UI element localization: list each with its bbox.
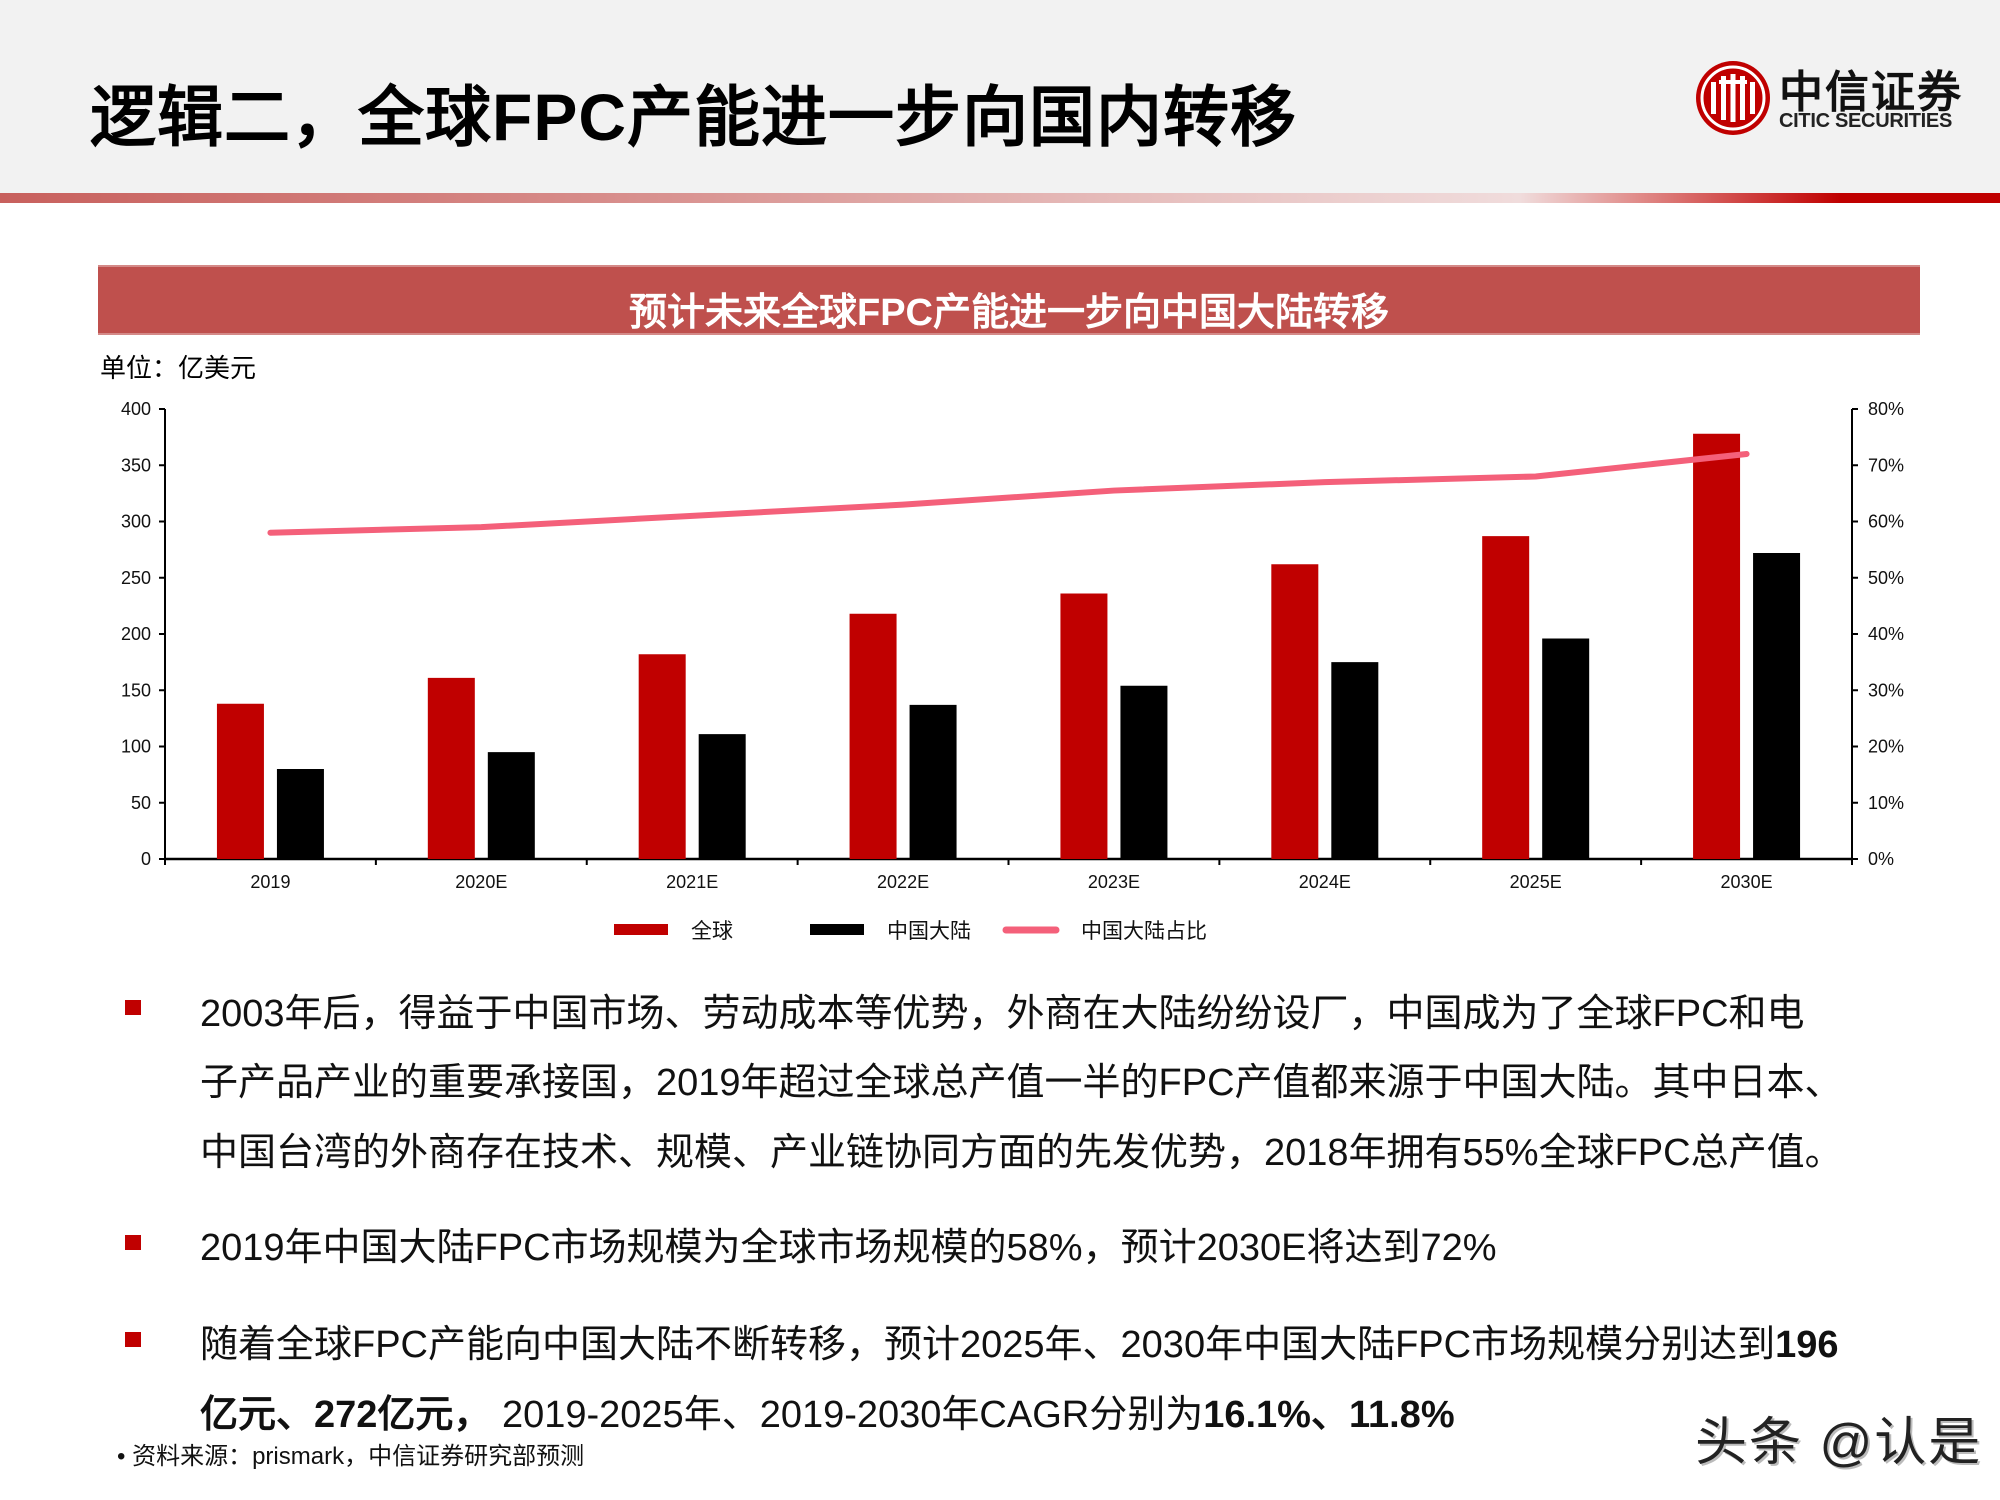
legend-label: 中国大陆占比: [1081, 920, 1207, 943]
logo-chinese-name: 中信证券: [1779, 67, 1963, 118]
y-tick-label: 200: [121, 624, 151, 644]
y2-tick-label: 70%: [1868, 455, 1904, 475]
bar-global: [1482, 536, 1530, 859]
header-divider-stripe: [0, 193, 2000, 203]
bullet-marker: [125, 1332, 141, 1347]
bar-china: [276, 769, 324, 859]
citic-emblem-icon: [1696, 61, 1770, 135]
y-tick-label: 350: [121, 455, 151, 475]
source-note: • 资料来源：prismark，中信证券研究部预测: [117, 1443, 585, 1470]
y-tick-label: 300: [121, 512, 151, 532]
bar-china: [1542, 638, 1590, 859]
share-line: [267, 451, 1750, 536]
chart-title: 预计未来全球FPC产能进一步向中国大陆转移: [628, 292, 1389, 334]
bullet-3-bold-value: 196: [1775, 1324, 1839, 1366]
y-tick-label: 250: [121, 568, 151, 588]
x-tick-label: 2020E: [455, 872, 507, 892]
bar-global: [1271, 564, 1319, 859]
y-tick-label: 400: [121, 399, 151, 419]
bar-global: [1693, 433, 1741, 859]
legend-swatch: [810, 924, 864, 935]
bar-china: [1120, 685, 1168, 859]
legend-label: 中国大陆: [887, 920, 971, 943]
bullet-3-text: 随着全球FPC产能向中国大陆不断转移，预计2025年、2030年中国大陆FPC市…: [200, 1324, 1776, 1366]
bar-global: [216, 703, 264, 859]
bullet-3-bold-value: 亿元、272亿元，: [200, 1394, 492, 1436]
x-tick-label: 2030E: [1721, 872, 1773, 892]
x-tick-label: 2019: [250, 872, 290, 892]
bar-china: [1331, 662, 1379, 859]
y2-tick-label: 0%: [1868, 849, 1894, 869]
y-tick-label: 50: [131, 793, 151, 813]
bar-global: [1060, 593, 1108, 859]
bullet-marker: [125, 1000, 141, 1015]
bullet-2-line-1: 2019年中国大陆FPC市场规模为全球市场规模的58%，预计2030E将达到72…: [200, 1227, 1497, 1269]
x-tick-label: 2021E: [666, 872, 718, 892]
bullet-3-line-1: 随着全球FPC产能向中国大陆不断转移，预计2025年、2030年中国大陆FPC市…: [200, 1313, 1838, 1368]
y2-tick-label: 40%: [1868, 624, 1904, 644]
bar-global: [638, 654, 686, 859]
y2-tick-label: 10%: [1868, 793, 1904, 813]
bar-china: [1753, 553, 1801, 859]
watermark: 头条 @认是: [1695, 1414, 1983, 1472]
bullet-3-line-2: 亿元、272亿元， 2019-2025年、2019-2030年CAGR分别为16…: [200, 1383, 1455, 1438]
y2-tick-label: 60%: [1868, 512, 1904, 532]
x-tick-label: 2025E: [1510, 872, 1562, 892]
bar-global: [849, 613, 897, 859]
bar-china: [909, 704, 957, 859]
bar-global: [427, 677, 475, 859]
bar-china: [487, 752, 535, 859]
bar-china: [698, 734, 746, 859]
citic-logo: 中信证券 CITIC SECURITIES: [1695, 60, 1961, 140]
bullet-3-bold-cagr: 16.1%、11.8%: [1203, 1394, 1455, 1436]
y-tick-label: 100: [121, 737, 151, 757]
header-bar: [0, 0, 2000, 193]
x-tick-label: 2024E: [1299, 872, 1351, 892]
y2-tick-label: 50%: [1868, 568, 1904, 588]
y2-tick-label: 80%: [1868, 399, 1904, 419]
bullet-1-line-1: 2003年后，得益于中国市场、劳动成本等优势，外商在大陆纷纷设厂，中国成为了全球…: [200, 993, 1805, 1035]
logo-english-name: CITIC SECURITIES: [1779, 110, 1952, 132]
legend-label: 全球: [691, 920, 733, 943]
chart-title-band: 预计未来全球FPC产能进一步向中国大陆转移: [98, 265, 1920, 335]
y-tick-label: 0: [141, 849, 151, 869]
bullet-3-text: 2019-2025年、2019-2030年CAGR分别为: [491, 1394, 1204, 1436]
x-tick-label: 2022E: [877, 872, 929, 892]
y2-tick-label: 30%: [1868, 680, 1904, 700]
y-tick-label: 150: [121, 680, 151, 700]
legend-swatch: [614, 924, 668, 935]
combo-bar-line-chart: 0 50 100 150 200 250 300 350 400 0% 10% 20% 30% 40% 50…: [121, 399, 1904, 943]
page-title: 逻辑二，全球FPC产能进一步向国内转移: [90, 80, 1297, 154]
unit-label: 单位：亿美元: [100, 353, 257, 383]
bullet-marker: [125, 1235, 141, 1250]
x-tick-label: 2023E: [1088, 872, 1140, 892]
y2-tick-label: 20%: [1868, 737, 1904, 757]
bullet-1-line-3: 中国台湾的外商存在技术、规模、产业链协同方面的先发优势，2018年拥有55%全球…: [200, 1132, 1843, 1174]
bullet-1-line-2: 子产品产业的重要承接国，2019年超过全球总产值一半的FPC产值都来源于中国大陆…: [200, 1062, 1843, 1104]
